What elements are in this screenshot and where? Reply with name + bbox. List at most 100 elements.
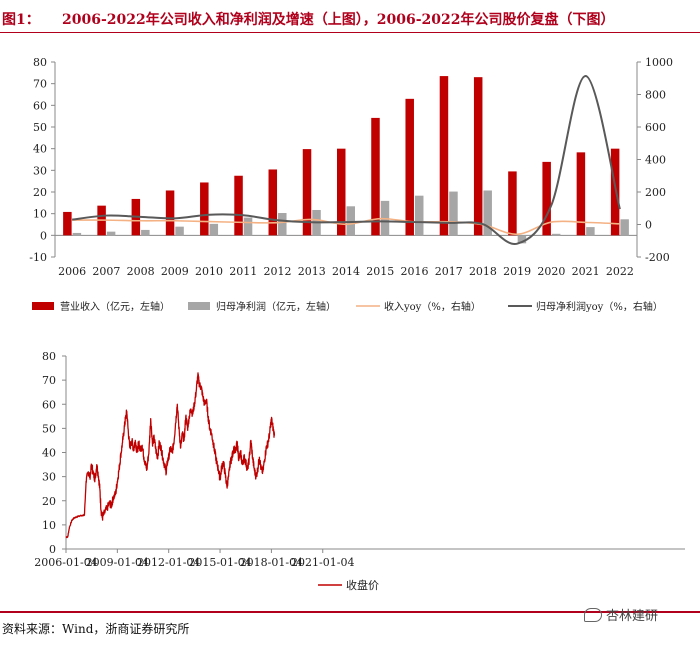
legend-label: 归母净利润yoy（%，右轴） — [536, 300, 663, 313]
left-tick-label: 50 — [33, 121, 47, 134]
x-tick-label: 2012 — [264, 265, 292, 278]
right-tick-label: 400 — [645, 154, 666, 167]
x-tick-label: 2017 — [435, 265, 463, 278]
net-profit-bar — [106, 231, 116, 236]
net-profit-yoy-line — [71, 74, 621, 245]
y-tick-label: 20 — [42, 495, 56, 508]
right-tick-label: 0 — [645, 219, 652, 232]
net-profit-bar — [551, 233, 561, 236]
x-tick-label: 2008 — [127, 265, 155, 278]
left-tick-label: 10 — [33, 208, 47, 221]
revenue-bar — [508, 171, 517, 236]
net-profit-bar — [414, 195, 424, 236]
revenue-profit-chart: -10 0 10 20 30 40 50 60 70 80 -200 0 200 400 600 800 100… — [29, 56, 673, 278]
x-tick-label: 2015 — [366, 265, 394, 278]
legend-label: 营业收入（亿元，左轴） — [60, 300, 170, 313]
x-tick-label: 2007 — [92, 265, 120, 278]
left-tick-label: 20 — [33, 186, 47, 199]
revenue-bar — [268, 169, 278, 236]
stock-price-legend: 收盘价 — [318, 578, 379, 592]
x-tick-label: 2006 — [58, 265, 86, 278]
legend-swatch-bar — [188, 302, 210, 310]
revenue-bar — [576, 152, 586, 236]
net-profit-bar — [586, 227, 595, 236]
revenue-bar — [200, 182, 209, 236]
x-tick-label: 2018-01-04 — [240, 556, 303, 569]
watermark-text: 杏林建研 — [606, 609, 659, 624]
x-tick-label: 2021 — [572, 265, 600, 278]
footer-divider — [0, 611, 700, 613]
revenue-bar — [405, 98, 414, 236]
revenue-bar — [439, 76, 449, 236]
x-tick-label: 2013 — [298, 265, 326, 278]
x-tick-label: 2020 — [537, 265, 565, 278]
legend-label: 归母净利润（亿元，左轴） — [216, 300, 336, 313]
net-profit-bar — [346, 206, 355, 236]
revenue-profit-legend: 营业收入（亿元，左轴） 归母净利润（亿元，左轴） 收入yoy（%，右轴） 归母净利润y… — [32, 300, 663, 313]
revenue-bar — [542, 161, 551, 236]
figure-label: 图1： — [2, 12, 40, 28]
figure-title: 2006-2022年公司收入和净利润及增速（上图），2006-2022年公司股价… — [62, 12, 615, 28]
legend-swatch-bar — [32, 302, 54, 310]
left-tick-label: 40 — [33, 143, 47, 156]
x-tick-label: 2011 — [229, 265, 257, 278]
x-tick-label: 2018 — [469, 265, 497, 278]
net-profit-bar — [449, 191, 458, 236]
x-tick-label: 2009-01-04 — [86, 556, 149, 569]
y-tick-label: 10 — [42, 519, 56, 532]
net-profit-bar — [620, 219, 629, 236]
x-tick-label: 2012-01-04 — [137, 556, 200, 569]
net-profit-bar — [209, 223, 219, 236]
left-tick-label: -10 — [29, 251, 47, 264]
right-tick-label: 800 — [645, 89, 666, 102]
y-tick-label: 70 — [42, 374, 56, 387]
revenue-bar — [473, 77, 483, 236]
net-profit-bar — [517, 235, 527, 244]
x-tick-label: 2015-01-04 — [188, 556, 251, 569]
header-divider — [0, 32, 700, 33]
left-tick-label: 0 — [40, 229, 47, 242]
net-profit-bar — [483, 190, 492, 236]
legend-label: 收入yoy（%，右轴） — [384, 300, 481, 313]
left-tick-label: 70 — [33, 78, 47, 91]
y-tick-label: 50 — [42, 422, 56, 435]
wechat-icon — [584, 608, 602, 622]
net-profit-bar — [278, 213, 287, 236]
x-tick-label: 2014 — [332, 265, 360, 278]
revenue-yoy-line — [72, 217, 620, 236]
revenue-bar — [63, 211, 72, 236]
y-tick-label: 60 — [42, 398, 56, 411]
left-tick-label: 80 — [33, 56, 47, 69]
right-tick-label: 600 — [645, 121, 666, 134]
y-tick-label: 30 — [42, 471, 56, 484]
source-note: 资料来源：Wind，浙商证券研究所 — [2, 622, 190, 636]
y-tick-label: 80 — [42, 350, 56, 363]
revenue-bar — [165, 190, 175, 236]
right-tick-label: 200 — [645, 186, 666, 199]
x-tick-label: 2021-01-04 — [291, 556, 354, 569]
net-profit-bar — [175, 226, 184, 236]
revenue-bar — [302, 149, 312, 236]
revenue-bar — [610, 148, 620, 236]
x-tick-label: 2022 — [606, 265, 634, 278]
stock-price-chart: 010203040506070802006-01-042009-01-04201… — [34, 350, 685, 569]
revenue-bar — [234, 175, 243, 236]
x-tick-label: 2019 — [503, 265, 531, 278]
net-profit-bar — [141, 229, 150, 236]
revenue-bar — [337, 148, 346, 236]
right-tick-label: -200 — [645, 251, 670, 264]
x-tick-label: 2016 — [400, 265, 428, 278]
x-tick-label: 2010 — [195, 265, 223, 278]
y-tick-label: 40 — [42, 447, 56, 460]
figure-header: 图1： 2006-2022年公司收入和净利润及增速（上图），2006-2022年… — [0, 0, 700, 32]
right-tick-label: 1000 — [645, 56, 673, 69]
x-tick-label: 2006-01-04 — [34, 556, 97, 569]
net-profit-bar — [72, 232, 82, 236]
watermark: 杏林建研 — [584, 605, 658, 624]
close-price-line — [65, 372, 276, 539]
net-profit-bar — [243, 217, 253, 236]
legend-label: 收盘价 — [346, 578, 379, 592]
revenue-bar — [371, 117, 380, 236]
y-tick-label: 0 — [49, 543, 56, 556]
